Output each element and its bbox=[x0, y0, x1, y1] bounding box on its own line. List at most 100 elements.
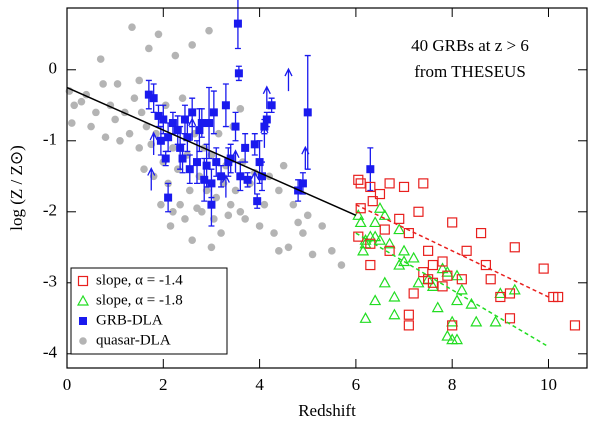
point bbox=[233, 19, 242, 28]
point bbox=[279, 161, 288, 170]
point bbox=[394, 213, 405, 224]
point bbox=[407, 251, 420, 263]
point bbox=[403, 227, 414, 239]
point bbox=[197, 119, 206, 128]
point bbox=[168, 119, 177, 128]
legend-label: quasar-DLA bbox=[96, 332, 171, 348]
x-tick-label: 6 bbox=[352, 375, 361, 394]
legend-label: slope, α = -1.8 bbox=[96, 292, 183, 308]
point bbox=[137, 108, 146, 117]
point bbox=[173, 126, 182, 135]
y-tick-label: 0 bbox=[49, 59, 58, 78]
point bbox=[144, 90, 153, 99]
point bbox=[231, 186, 240, 195]
point bbox=[145, 44, 153, 53]
point bbox=[270, 229, 278, 237]
point bbox=[250, 140, 259, 149]
point bbox=[489, 315, 502, 327]
point bbox=[275, 186, 283, 195]
point bbox=[226, 154, 235, 163]
point bbox=[68, 119, 76, 127]
point bbox=[156, 136, 165, 145]
point bbox=[253, 197, 262, 206]
point bbox=[142, 122, 151, 131]
point bbox=[384, 178, 395, 189]
point bbox=[509, 242, 520, 253]
point bbox=[275, 247, 283, 255]
point bbox=[92, 108, 100, 117]
point bbox=[130, 94, 139, 102]
legend-marker bbox=[76, 294, 90, 306]
point bbox=[318, 222, 326, 230]
series bbox=[144, 0, 375, 227]
point bbox=[384, 245, 395, 256]
point bbox=[135, 144, 144, 152]
point bbox=[161, 154, 170, 163]
point bbox=[202, 161, 211, 170]
point bbox=[111, 115, 119, 124]
point bbox=[258, 172, 266, 181]
point bbox=[538, 263, 549, 274]
point bbox=[398, 181, 410, 193]
point bbox=[426, 280, 439, 291]
point bbox=[185, 165, 194, 174]
annotation: from THESEUS bbox=[414, 62, 526, 81]
point bbox=[164, 133, 173, 142]
lower-limit-arrow bbox=[284, 67, 293, 92]
point bbox=[408, 288, 419, 299]
point bbox=[412, 276, 425, 288]
point bbox=[207, 200, 216, 209]
point bbox=[116, 136, 124, 145]
point bbox=[113, 80, 122, 88]
point bbox=[423, 245, 434, 256]
point bbox=[353, 231, 364, 242]
point bbox=[188, 108, 197, 117]
point bbox=[470, 315, 483, 327]
point bbox=[403, 320, 414, 331]
point bbox=[180, 115, 189, 124]
point bbox=[294, 218, 302, 227]
point bbox=[398, 244, 411, 256]
point bbox=[217, 229, 225, 237]
point bbox=[373, 202, 386, 213]
point bbox=[303, 211, 312, 220]
point bbox=[99, 80, 107, 88]
point bbox=[450, 333, 464, 345]
x-tick-label: 8 bbox=[448, 375, 457, 394]
x-tick-label: 2 bbox=[159, 375, 168, 394]
lower-limit-arrow bbox=[147, 167, 156, 191]
x-tick-label: 10 bbox=[540, 375, 557, 394]
point bbox=[176, 143, 185, 152]
point bbox=[169, 144, 177, 152]
x-tick-label: 0 bbox=[63, 375, 72, 394]
point bbox=[431, 301, 444, 313]
point bbox=[553, 291, 564, 303]
series bbox=[65, 23, 346, 269]
point bbox=[243, 175, 252, 184]
point bbox=[149, 94, 158, 103]
point bbox=[101, 133, 110, 142]
fit-line bbox=[355, 204, 549, 298]
point bbox=[188, 41, 196, 49]
fit-line bbox=[66, 86, 357, 217]
point bbox=[393, 223, 406, 235]
point bbox=[465, 297, 478, 309]
point bbox=[369, 294, 382, 306]
y-tick-label: -3 bbox=[43, 272, 57, 291]
point bbox=[374, 188, 386, 200]
point bbox=[125, 129, 134, 138]
point bbox=[70, 101, 79, 110]
y-tick-label: -4 bbox=[43, 343, 58, 362]
point bbox=[398, 255, 411, 267]
point bbox=[413, 206, 424, 217]
point bbox=[367, 196, 378, 207]
point bbox=[388, 290, 401, 302]
point bbox=[355, 178, 366, 189]
point bbox=[217, 172, 226, 181]
point bbox=[365, 181, 376, 193]
point bbox=[193, 158, 201, 167]
point bbox=[262, 115, 271, 124]
point bbox=[159, 115, 168, 124]
point bbox=[388, 308, 401, 320]
